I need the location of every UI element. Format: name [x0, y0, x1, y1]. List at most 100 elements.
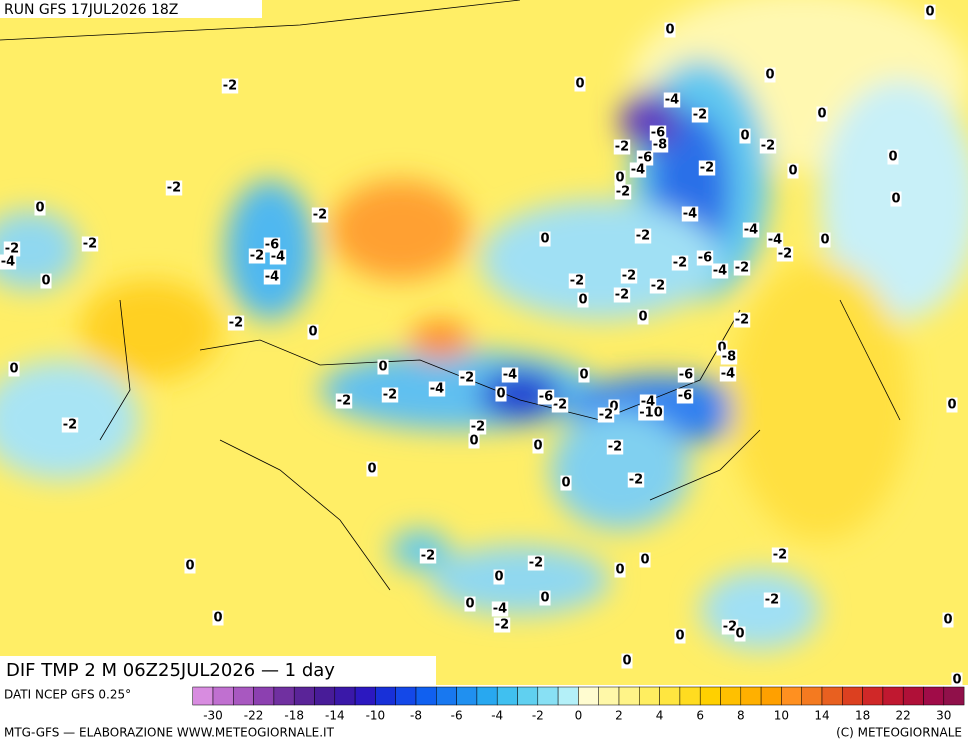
contour-label-bg — [468, 433, 480, 449]
contour-label: 0 — [820, 233, 829, 248]
contour-label-bg — [597, 407, 615, 423]
contour-label-bg — [613, 139, 631, 155]
contour-label: -2 — [5, 242, 19, 257]
contour-label-bg — [458, 370, 476, 386]
contour-label-bg — [887, 149, 899, 165]
contour-label: -6 — [265, 238, 279, 253]
contour-label: -4 — [768, 233, 782, 248]
contour-label-bg — [627, 472, 645, 488]
contour-label: 0 — [578, 293, 587, 308]
color-swatch — [253, 686, 275, 706]
contour-label: 0 — [540, 591, 549, 606]
contour-label: -4 — [503, 368, 517, 383]
contour-label-bg — [739, 128, 751, 144]
color-swatch — [760, 686, 782, 706]
contour-label: -2 — [553, 398, 567, 413]
data-source: DATI NCEP GFS 0.25° — [4, 688, 131, 702]
contour-label-bg — [651, 137, 669, 153]
color-swatch — [354, 686, 376, 706]
contour-label: 0 — [888, 150, 897, 165]
contour-label-bg — [3, 241, 21, 257]
contour-label-bg — [621, 653, 633, 669]
contour-label-bg — [606, 439, 624, 455]
contour-label-bg — [720, 349, 738, 365]
contour-label: -2 — [250, 249, 264, 264]
contour-label: -2 — [337, 394, 351, 409]
color-swatch — [618, 686, 640, 706]
contour-label-bg — [649, 125, 667, 141]
contour-label-bg — [787, 163, 799, 179]
color-swatch — [273, 686, 295, 706]
contour-label-bg — [577, 292, 589, 308]
contour-label-bg — [527, 555, 545, 571]
contour-label: -2 — [83, 237, 97, 252]
contour-label-bg — [335, 393, 353, 409]
contour-label-bg — [676, 388, 694, 404]
contour-label: -4 — [265, 270, 279, 285]
color-swatch — [862, 686, 884, 706]
contour-label: -2 — [608, 440, 622, 455]
contour-label-bg — [608, 399, 620, 415]
contour-label: -2 — [765, 593, 779, 608]
color-bar-label: 10 — [774, 709, 789, 723]
contour-label: -2 — [615, 140, 629, 155]
color-swatch — [517, 686, 539, 706]
contour-label-bg — [634, 228, 652, 244]
color-bar-label: 18 — [855, 709, 870, 723]
contour-label: 0 — [788, 164, 797, 179]
contour-label-bg — [614, 184, 632, 200]
contour-label: -2 — [167, 181, 181, 196]
color-swatch — [781, 686, 802, 706]
contour-label: 0 — [817, 107, 826, 122]
contour-label-bg — [924, 4, 936, 20]
map-title: DIF TMP 2 M 06Z25JUL2026 — 1 day — [6, 660, 335, 681]
color-bar-label: 22 — [896, 709, 911, 723]
color-swatch — [233, 686, 254, 706]
color-bar-label: -22 — [244, 709, 264, 723]
color-swatch — [720, 686, 742, 706]
contour-label: 0 — [640, 553, 649, 568]
contour-label: 0 — [735, 627, 744, 642]
contour-label: -4 — [631, 163, 645, 178]
contour-label: -2 — [773, 548, 787, 563]
contour-label: -2 — [735, 261, 749, 276]
contour-label-bg — [263, 269, 281, 285]
contour-label: -6 — [638, 151, 652, 166]
contour-label-bg — [539, 590, 551, 606]
contour-label: 0 — [615, 171, 624, 186]
contour-label: -2 — [651, 279, 665, 294]
contour-label-bg — [0, 254, 17, 270]
contour-label: -2 — [636, 229, 650, 244]
color-swatch — [496, 686, 518, 706]
contour-label: 0 — [891, 192, 900, 207]
contour-label-bg — [560, 475, 572, 491]
color-swatch — [801, 686, 823, 706]
contour-label-bg — [419, 548, 437, 564]
contour-label-bg — [221, 78, 239, 94]
contour-label: -2 — [616, 185, 630, 200]
contour-label: -2 — [471, 420, 485, 435]
contour-label-bg — [671, 255, 689, 271]
contour-label-bg — [469, 419, 487, 435]
contour-label: 0 — [308, 325, 317, 340]
contour-label: 0 — [575, 77, 584, 92]
color-bar-label: -10 — [366, 709, 386, 723]
contour-label-bg — [816, 106, 828, 122]
contour-label: -2 — [761, 139, 775, 154]
contour-label-bg — [629, 162, 647, 178]
contour-label: -2 — [223, 79, 237, 94]
contour-label-bg — [639, 552, 651, 568]
contour-label: -2 — [421, 549, 435, 564]
contour-label: -2 — [700, 161, 714, 176]
contour-label: 0 — [947, 398, 956, 413]
color-bar-label: -6 — [451, 709, 463, 723]
contour-label-bg — [537, 389, 555, 405]
contour-label: 0 — [41, 274, 50, 289]
contour-label: 0 — [717, 341, 726, 356]
contour-label: 0 — [765, 68, 774, 83]
contour-label: -8 — [653, 138, 667, 153]
contour-label-bg — [698, 160, 716, 176]
color-bar-label: 2 — [615, 709, 623, 723]
